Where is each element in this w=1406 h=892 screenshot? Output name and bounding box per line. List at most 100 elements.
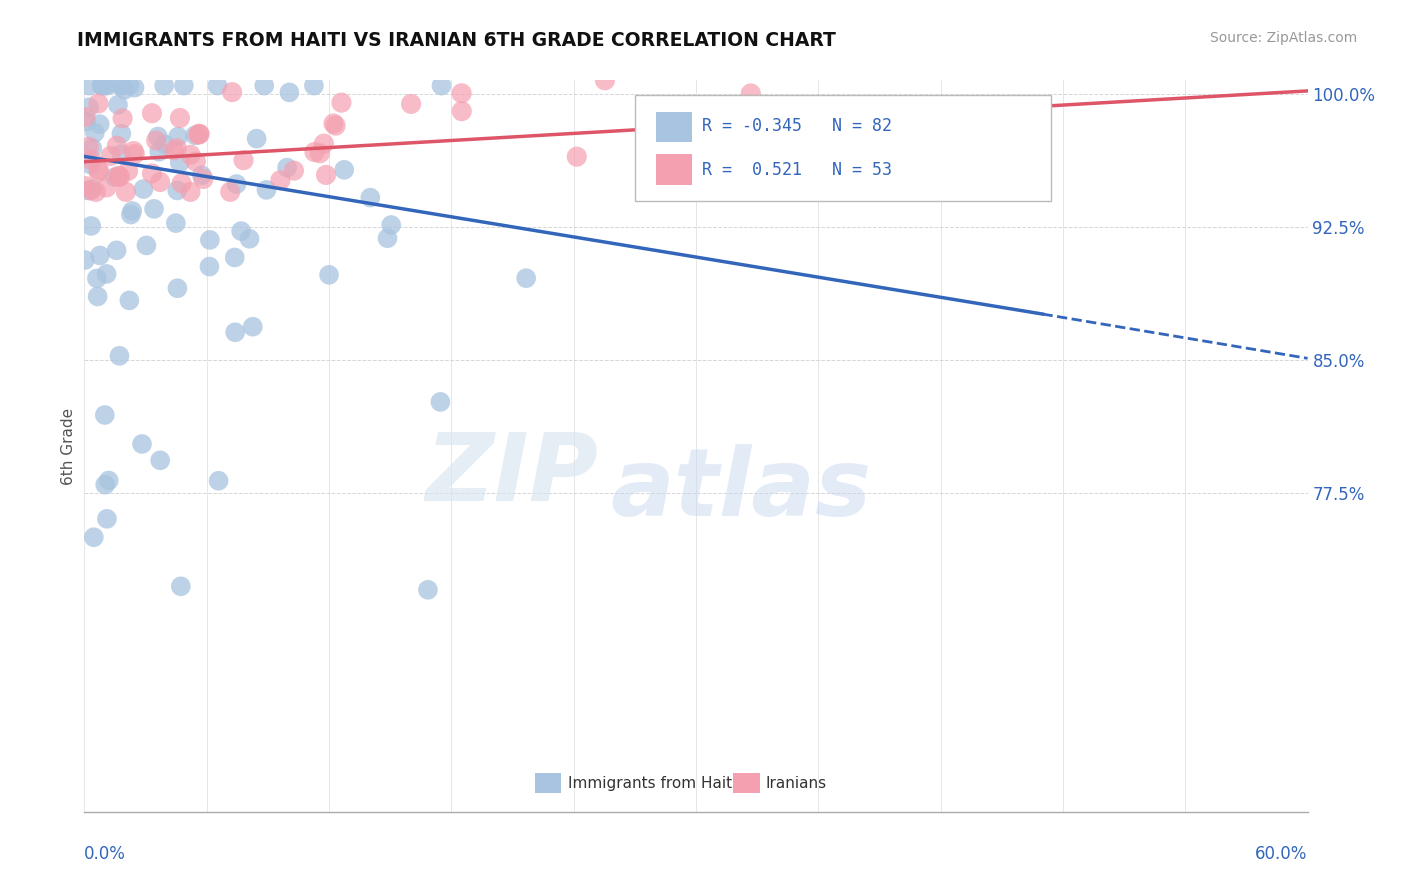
Point: [225, 177, 247, 191]
Point: [333, 162, 356, 177]
Point: [96, 267, 118, 281]
Point: [224, 251, 246, 265]
Point: [207, 78, 229, 93]
Text: ZIP: ZIP: [425, 429, 598, 521]
Point: [450, 87, 472, 101]
Point: [416, 582, 439, 597]
Point: [87, 162, 110, 177]
Point: [121, 204, 143, 219]
Point: [246, 131, 269, 145]
Point: [325, 119, 347, 133]
Point: [93, 78, 115, 93]
Point: [169, 155, 191, 169]
Point: [96, 512, 118, 526]
Bar: [534, 773, 561, 794]
Point: [188, 127, 211, 141]
Point: [191, 168, 214, 182]
Point: [86, 271, 108, 285]
Point: [94, 78, 117, 93]
Point: [83, 530, 105, 544]
Point: [111, 78, 134, 93]
Bar: [733, 773, 759, 794]
Point: [87, 96, 110, 111]
Point: [302, 78, 325, 93]
Point: [110, 127, 132, 141]
Point: [219, 185, 242, 199]
Point: [740, 87, 762, 101]
Point: [104, 170, 127, 185]
Point: [179, 185, 201, 199]
Point: [242, 319, 264, 334]
Point: [131, 437, 153, 451]
Point: [165, 216, 187, 230]
Point: [380, 218, 402, 232]
Point: [108, 169, 131, 184]
Point: [278, 86, 301, 100]
Point: [94, 477, 117, 491]
Text: R = -0.345   N = 82: R = -0.345 N = 82: [702, 118, 891, 136]
Point: [107, 97, 129, 112]
Point: [77, 140, 100, 154]
Point: [96, 180, 118, 194]
Point: [224, 326, 246, 340]
Point: [430, 78, 453, 93]
Point: [253, 78, 276, 93]
Point: [122, 144, 145, 158]
Point: [198, 260, 221, 274]
Point: [124, 147, 146, 161]
Point: [79, 157, 101, 171]
Text: Iranians: Iranians: [766, 776, 827, 790]
Point: [82, 182, 104, 196]
Point: [80, 153, 103, 167]
Point: [359, 191, 381, 205]
Point: [77, 100, 100, 114]
Point: [118, 293, 141, 308]
Point: [135, 238, 157, 252]
Point: [97, 474, 120, 488]
Point: [96, 78, 118, 93]
Point: [187, 128, 209, 142]
Point: [238, 232, 260, 246]
Point: [207, 474, 229, 488]
Point: [170, 579, 193, 593]
Point: [141, 167, 163, 181]
Point: [276, 161, 298, 175]
Point: [76, 114, 98, 128]
Point: [304, 145, 326, 159]
Point: [149, 175, 172, 189]
Point: [515, 271, 537, 285]
Point: [283, 163, 305, 178]
Text: 0.0%: 0.0%: [84, 845, 127, 863]
Point: [450, 104, 472, 119]
Point: [148, 145, 170, 159]
Point: [141, 106, 163, 120]
Point: [180, 148, 202, 162]
Point: [232, 153, 254, 168]
Point: [322, 116, 344, 130]
Point: [117, 164, 139, 178]
Point: [565, 150, 588, 164]
Point: [80, 219, 103, 233]
Point: [166, 141, 188, 155]
Point: [111, 112, 134, 126]
Point: [75, 110, 97, 124]
Y-axis label: 6th Grade: 6th Grade: [60, 408, 76, 484]
Point: [90, 78, 112, 93]
Point: [198, 233, 221, 247]
Point: [173, 78, 195, 93]
Point: [73, 252, 96, 267]
Point: [107, 169, 129, 183]
Point: [169, 111, 191, 125]
Bar: [655, 154, 692, 185]
Point: [87, 165, 110, 179]
Text: Immigrants from Haiti: Immigrants from Haiti: [568, 776, 735, 790]
Bar: [655, 112, 692, 143]
Point: [193, 172, 215, 186]
Point: [330, 95, 353, 110]
Point: [377, 231, 399, 245]
Point: [184, 128, 207, 143]
Point: [105, 244, 128, 258]
Point: [84, 185, 107, 199]
Point: [318, 268, 340, 282]
Point: [77, 78, 100, 93]
